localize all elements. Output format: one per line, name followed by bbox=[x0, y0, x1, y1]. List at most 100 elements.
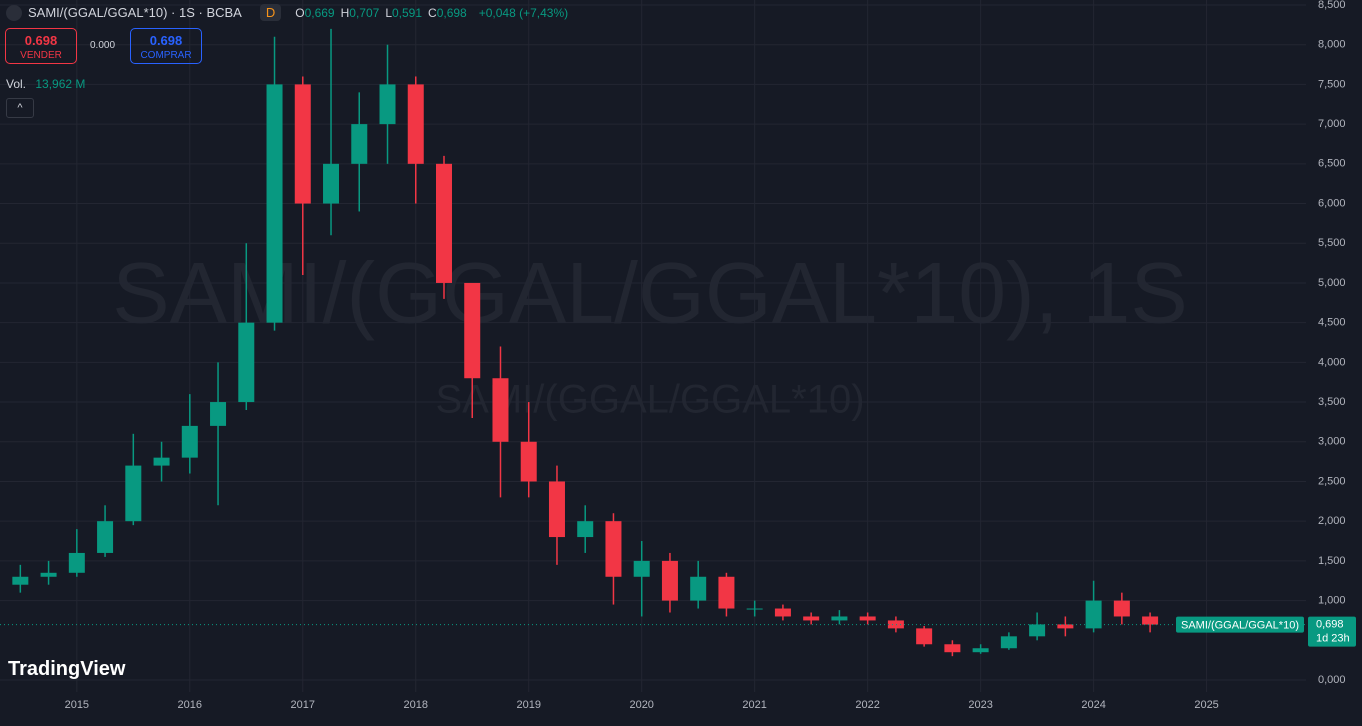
candle-body bbox=[520, 441, 537, 482]
x-tick-label: 2017 bbox=[291, 699, 315, 711]
y-tick-label: 5,500 bbox=[1318, 237, 1346, 249]
candle-body bbox=[972, 648, 989, 653]
candle-body bbox=[12, 576, 29, 585]
candle-body bbox=[97, 521, 114, 553]
candle-body bbox=[68, 552, 85, 573]
candle-body bbox=[831, 616, 848, 621]
candle-body bbox=[181, 425, 198, 458]
x-tick-label: 2018 bbox=[404, 699, 428, 711]
x-tick-label: 2021 bbox=[742, 699, 766, 711]
candle-body bbox=[464, 282, 481, 379]
candle-body bbox=[1000, 636, 1017, 649]
candle-body bbox=[1085, 600, 1102, 629]
ohlc-key: H bbox=[340, 5, 350, 20]
candle-body bbox=[605, 521, 622, 577]
y-tick-label: 3,000 bbox=[1318, 436, 1346, 448]
buy-label: COMPRAR bbox=[140, 50, 192, 61]
watermark-main: SAMI/(GGAL/GGAL*10), 1S bbox=[112, 246, 1187, 342]
x-tick-label: 2023 bbox=[968, 699, 992, 711]
candle-body bbox=[690, 576, 707, 601]
change: +0,048 (+7,43%) bbox=[478, 5, 569, 20]
x-tick-label: 2022 bbox=[855, 699, 879, 711]
badge[interactable]: D bbox=[259, 4, 282, 21]
candle-body bbox=[294, 84, 311, 204]
candle-body bbox=[718, 576, 735, 609]
collapse-button[interactable]: ^ bbox=[6, 98, 34, 118]
y-tick-label: 7,000 bbox=[1318, 118, 1346, 130]
candle-body bbox=[1029, 624, 1046, 637]
candle-body bbox=[492, 378, 509, 442]
candle-body bbox=[746, 608, 763, 610]
ohlc-key: L bbox=[385, 5, 392, 20]
candle-body bbox=[351, 124, 368, 164]
candle-body bbox=[1142, 616, 1159, 625]
y-tick-label: 5,000 bbox=[1318, 277, 1346, 289]
ohlc: O0,669 H0,707 L0,591 C0,698 bbox=[295, 6, 473, 20]
ohlc-key: C bbox=[428, 5, 437, 20]
ohlc-value: 0,669 bbox=[304, 5, 335, 20]
ohlc-value: 0,698 bbox=[436, 5, 467, 20]
candle-body bbox=[1113, 600, 1130, 617]
sell-button[interactable]: 0.698 VENDER bbox=[5, 28, 77, 64]
ohlc-key: O bbox=[295, 5, 305, 20]
candle-body bbox=[661, 560, 678, 601]
candle-body bbox=[379, 84, 396, 125]
price-tag-name-bg bbox=[1176, 616, 1304, 633]
candle-body bbox=[774, 608, 791, 617]
volume: Vol. 13,962 M bbox=[6, 77, 85, 91]
price-tag-price: 0,698 bbox=[1316, 618, 1344, 630]
symbol-bar: SAMI/(GGAL/GGAL*10) · 1S · BCBA D O0,669… bbox=[6, 4, 568, 21]
x-tick-label: 2016 bbox=[178, 699, 202, 711]
candle-body bbox=[238, 322, 255, 403]
price-tag-bg bbox=[1308, 616, 1356, 647]
y-tick-label: 0,000 bbox=[1318, 674, 1346, 686]
y-tick-label: 8,500 bbox=[1318, 0, 1346, 11]
candle-body bbox=[577, 521, 594, 538]
symbol-icon bbox=[6, 4, 22, 21]
price-tag-countdown: 1d 23h bbox=[1316, 632, 1350, 644]
candle-body bbox=[266, 84, 283, 323]
x-tick-label: 2024 bbox=[1081, 699, 1105, 711]
candle-body bbox=[210, 402, 227, 426]
x-tick-label: 2019 bbox=[516, 699, 540, 711]
y-tick-label: 2,500 bbox=[1318, 475, 1346, 487]
price-tag-name: SAMI/(GGAL/GGAL*10) bbox=[1181, 619, 1299, 631]
y-tick-label: 2,000 bbox=[1318, 515, 1346, 527]
candle-body bbox=[1057, 624, 1074, 629]
y-tick-label: 4,500 bbox=[1318, 317, 1346, 329]
sell-label: VENDER bbox=[20, 50, 62, 61]
brand: TradingView bbox=[8, 658, 126, 680]
candle-body bbox=[153, 457, 170, 466]
y-tick-label: 7,500 bbox=[1318, 78, 1346, 90]
candle-body bbox=[323, 163, 340, 204]
ohlc-value: 0,591 bbox=[392, 5, 423, 20]
candle-body bbox=[859, 616, 876, 621]
candle-body bbox=[40, 572, 57, 577]
candle-body bbox=[407, 84, 424, 164]
volume-label: Vol. bbox=[6, 77, 27, 91]
y-tick-label: 6,000 bbox=[1318, 197, 1346, 209]
candle-body bbox=[887, 620, 904, 629]
x-tick-label: 2020 bbox=[629, 699, 653, 711]
x-tick-label: 2025 bbox=[1194, 699, 1218, 711]
candle-body bbox=[435, 163, 452, 283]
buy-button[interactable]: 0.698 COMPRAR bbox=[130, 28, 202, 64]
candle-body bbox=[916, 628, 933, 645]
candle-body bbox=[125, 465, 142, 522]
y-tick-label: 8,000 bbox=[1318, 39, 1346, 51]
candle-body bbox=[548, 481, 565, 538]
candle-body bbox=[633, 560, 650, 577]
buy-price: 0.698 bbox=[149, 33, 183, 48]
symbol[interactable]: SAMI/(GGAL/GGAL*10) · 1S · BCBA bbox=[28, 5, 242, 20]
candle-body bbox=[803, 616, 820, 621]
y-tick-label: 4,000 bbox=[1318, 356, 1346, 368]
sell-price: 0.698 bbox=[24, 33, 58, 48]
x-tick-label: 2015 bbox=[65, 699, 89, 711]
y-tick-label: 3,500 bbox=[1318, 396, 1346, 408]
volume-value: 13,962 M bbox=[35, 77, 86, 91]
y-tick-label: 1,500 bbox=[1318, 555, 1346, 567]
ohlc-value: 0,707 bbox=[349, 5, 380, 20]
y-tick-label: 6,500 bbox=[1318, 158, 1346, 170]
